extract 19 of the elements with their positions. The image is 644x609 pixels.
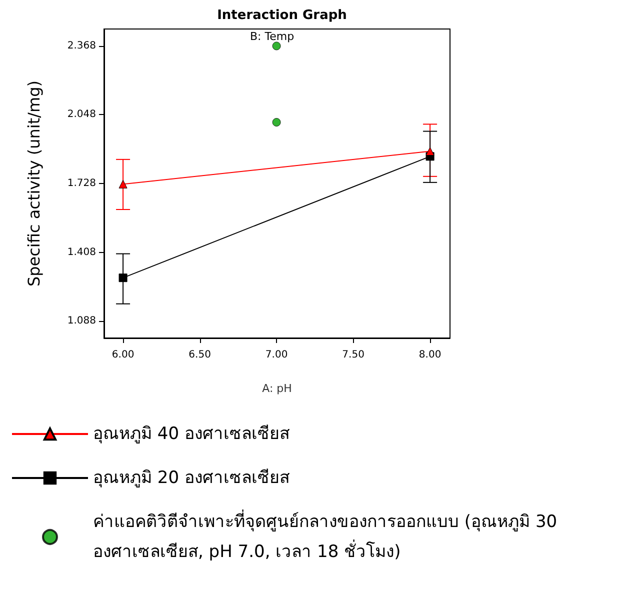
chart-title: Interaction Graph <box>217 8 347 23</box>
legend-title: B: Temp <box>250 30 294 43</box>
point <box>118 274 128 282</box>
y-tick-label: 2.048 <box>67 109 96 120</box>
y-axis-title: Specific activity (unit/mg) <box>24 80 44 287</box>
y-tick-label: 1.088 <box>67 316 96 327</box>
x-tick-label: 6.50 <box>188 350 211 360</box>
legend-label: อุณหภูมิ 40 องศาเซลเซียส <box>93 424 290 444</box>
point <box>272 118 281 127</box>
x-tick-label: 7.00 <box>265 350 288 360</box>
y-tick-label: 1.408 <box>67 246 96 258</box>
x-tick-label: 6.00 <box>112 350 134 360</box>
x-tick-label: 7.50 <box>342 350 364 360</box>
x-tick-label: 8.00 <box>418 350 442 360</box>
legend-label: ค่าแอคติวิตีจำเพาะที่จุดศูนย์กลางของการออกแบบ (อุณหภูมิ 30 องศาเซลเซียส, pH 7.0, เวลา 18 ชั่วโมง) <box>93 509 558 562</box>
legend-label: อุณหภูมิ 20 องศาเซลเซียส <box>93 468 290 488</box>
y-tick-label: 2.368 <box>67 40 96 52</box>
y-tick-label: 1.728 <box>67 178 96 189</box>
x-axis-title: A: pH <box>262 382 292 395</box>
